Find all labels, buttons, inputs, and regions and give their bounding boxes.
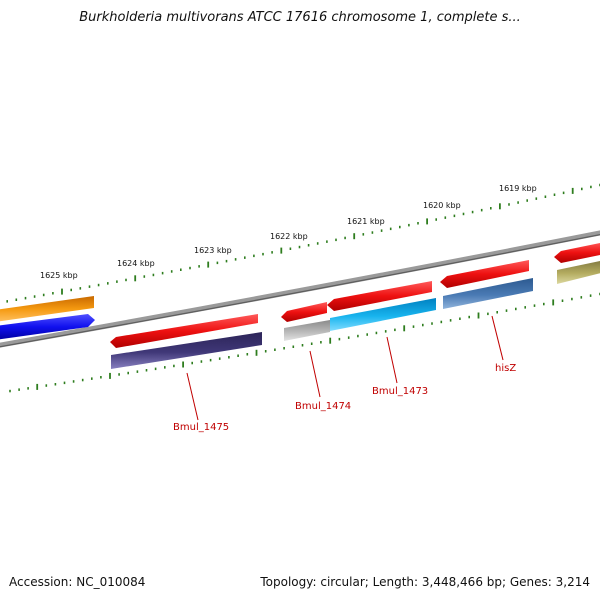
- gene-label-bmul1475[interactable]: Bmul_1475: [173, 422, 229, 433]
- cds-feature-right[interactable]: [554, 242, 600, 263]
- scale-label-1622: 1622 kbp: [270, 232, 308, 241]
- gene-label-hisz[interactable]: hisZ: [495, 363, 516, 374]
- gene-feature-olive[interactable]: [557, 260, 600, 284]
- map-title: Burkholderia multivorans ATCC 17616 chro…: [79, 10, 521, 25]
- inner-scale-ticks: [9, 292, 600, 393]
- genome-summary-text: Topology: circular; Length: 3,448,466 bp…: [260, 575, 590, 589]
- cds-feature-bmul1473[interactable]: [327, 281, 432, 311]
- gene-feature-bmul1475[interactable]: [111, 332, 262, 369]
- outer-scale-ticks: [6, 183, 600, 303]
- cds-feature-hisz[interactable]: [440, 260, 529, 288]
- scale-label-1620: 1620 kbp: [423, 201, 461, 210]
- leader-line-bmul1474: [309, 350, 321, 398]
- gene-feature-orange[interactable]: [0, 296, 94, 322]
- gene-feature-bmul1474[interactable]: [284, 320, 330, 341]
- leader-line-hisz: [491, 315, 504, 361]
- scale-label-1624: 1624 kbp: [117, 259, 155, 268]
- accession-text: Accession: NC_010084: [9, 575, 146, 589]
- gene-label-bmul1474[interactable]: Bmul_1474: [295, 401, 351, 412]
- gene-feature-hisz[interactable]: [443, 278, 533, 309]
- cds-feature-bmul1475[interactable]: [110, 314, 258, 348]
- cds-feature-bmul1474[interactable]: [281, 302, 327, 322]
- gene-label-bmul1473[interactable]: Bmul_1473: [372, 386, 428, 397]
- scale-label-1623: 1623 kbp: [194, 246, 232, 255]
- scale-label-1625: 1625 kbp: [40, 271, 78, 280]
- scale-label-1621: 1621 kbp: [347, 217, 385, 226]
- gene-feature-bmul1473[interactable]: [330, 298, 436, 331]
- scale-label-1619: 1619 kbp: [499, 184, 537, 193]
- leader-line-bmul1475: [186, 372, 199, 421]
- gene-feature-blue[interactable]: [0, 314, 95, 340]
- chromosome-backbone: [0, 230, 600, 348]
- leader-line-bmul1473: [386, 336, 398, 384]
